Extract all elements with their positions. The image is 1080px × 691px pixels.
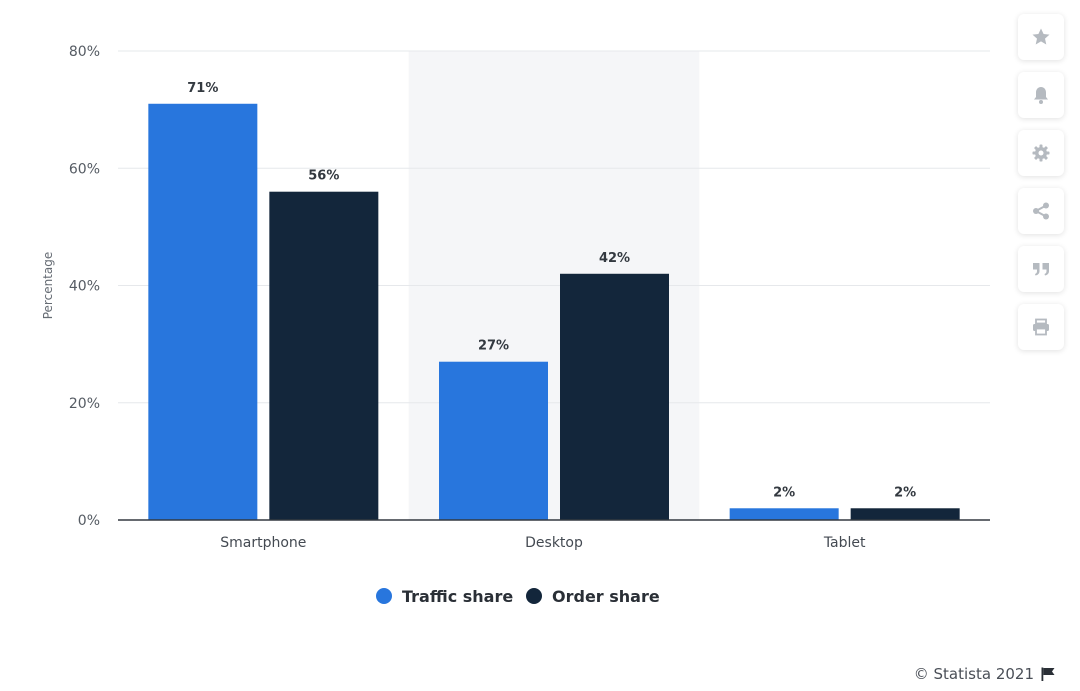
bar-traffic-smartphone[interactable] bbox=[148, 103, 258, 520]
data-label: 71% bbox=[187, 81, 218, 96]
y-tick-label: 40% bbox=[69, 279, 100, 295]
bar-order-smartphone[interactable] bbox=[269, 191, 379, 520]
legend-item-order[interactable]: Order share bbox=[526, 587, 660, 606]
footer-credit: © Statista 2021 bbox=[914, 665, 1056, 683]
data-label: 2% bbox=[773, 485, 795, 500]
bar-order-desktop[interactable] bbox=[560, 273, 669, 520]
y-tick-label: 0% bbox=[78, 513, 100, 529]
quote-icon bbox=[1033, 263, 1049, 276]
gridlines bbox=[118, 50, 990, 404]
legend: Traffic share Order share bbox=[376, 587, 660, 606]
flag-icon[interactable] bbox=[1040, 666, 1056, 682]
y-axis-title: Percentage bbox=[41, 252, 55, 320]
data-labels: 71% 56% 27% 42% 2% 2% bbox=[187, 81, 916, 501]
bar-chart: 0% 20% 40% 60% 80% Percentage 71% 56% 27% 42% 2%… bbox=[41, 44, 990, 606]
y-tick-label: 60% bbox=[69, 161, 100, 177]
legend-label: Traffic share bbox=[402, 587, 513, 606]
settings-button[interactable] bbox=[1018, 130, 1064, 176]
data-label: 56% bbox=[308, 169, 339, 184]
y-axis-ticks: 0% 20% 40% 60% 80% bbox=[69, 44, 100, 529]
share-icon bbox=[1033, 202, 1049, 220]
data-label: 27% bbox=[478, 339, 509, 354]
notification-button[interactable] bbox=[1018, 72, 1064, 118]
statista-credit-link[interactable]: © Statista 2021 bbox=[913, 665, 1034, 683]
share-button[interactable] bbox=[1018, 188, 1064, 234]
bars bbox=[148, 103, 960, 520]
y-tick-label: 80% bbox=[69, 44, 100, 60]
citation-button[interactable] bbox=[1018, 246, 1064, 292]
bell-icon bbox=[1034, 87, 1048, 104]
chart-toolbar bbox=[1018, 14, 1064, 362]
gear-icon bbox=[1032, 144, 1050, 162]
bar-traffic-tablet[interactable] bbox=[729, 508, 839, 520]
bar-traffic-desktop[interactable] bbox=[439, 361, 548, 520]
x-category-label: Smartphone bbox=[220, 535, 306, 551]
x-category-label: Desktop bbox=[525, 535, 583, 551]
legend-swatch bbox=[526, 588, 542, 604]
legend-label: Order share bbox=[552, 587, 660, 606]
print-button[interactable] bbox=[1018, 304, 1064, 350]
print-icon bbox=[1033, 318, 1049, 336]
legend-swatch bbox=[376, 588, 392, 604]
legend-item-traffic[interactable]: Traffic share bbox=[376, 587, 513, 606]
y-tick-label: 20% bbox=[69, 396, 100, 412]
data-label: 42% bbox=[599, 251, 630, 266]
x-category-label: Tablet bbox=[823, 535, 866, 551]
data-label: 2% bbox=[894, 485, 916, 500]
bar-order-tablet[interactable] bbox=[850, 508, 960, 520]
favorite-button[interactable] bbox=[1018, 14, 1064, 60]
x-axis-categories: Smartphone Desktop Tablet bbox=[220, 535, 866, 551]
star-icon bbox=[1032, 28, 1050, 45]
